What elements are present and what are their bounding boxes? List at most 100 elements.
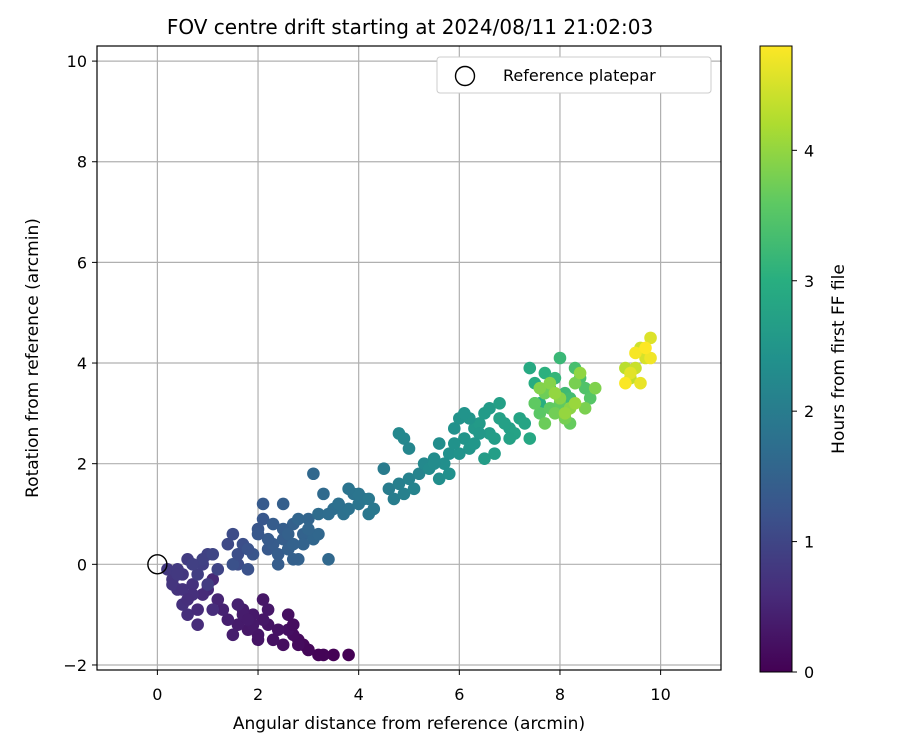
scatter-point <box>291 512 305 526</box>
scatter-point <box>327 648 340 662</box>
y-tick-label: 4 <box>77 354 87 373</box>
scatter-point <box>211 593 225 606</box>
scatter-point <box>332 497 345 511</box>
scatter-point <box>256 497 270 511</box>
scatter-point <box>362 492 376 506</box>
scatter-point <box>226 527 240 541</box>
scatter-point <box>281 527 295 541</box>
x-tick-label: 2 <box>253 685 263 704</box>
scatter-point <box>437 457 451 470</box>
scatter-point <box>241 613 255 626</box>
scatter-point <box>588 381 602 395</box>
scatter-point <box>276 497 290 511</box>
scatter-point <box>186 558 199 571</box>
scatter-point <box>382 482 396 496</box>
scatter-point <box>196 552 209 566</box>
scatter-point <box>402 472 416 486</box>
scatter-point <box>191 618 204 632</box>
scatter-point <box>478 452 491 465</box>
scatter-point <box>342 648 355 662</box>
scatter-point <box>291 638 305 652</box>
scatter-point <box>166 578 179 591</box>
x-tick-label: 8 <box>555 685 565 704</box>
scatter-point <box>231 598 245 611</box>
colorbar-label: Hours from first FF file <box>829 264 849 454</box>
x-tick-label: 6 <box>454 685 464 704</box>
scatter-point <box>468 437 481 450</box>
scatter-point <box>503 432 516 445</box>
scatter-point <box>488 447 501 460</box>
colorbar-tick-label: 1 <box>804 533 814 552</box>
scatter-point <box>261 603 275 616</box>
scatter-point <box>281 608 295 621</box>
scatter-point <box>624 366 637 380</box>
scatter-point <box>226 558 240 571</box>
scatter-point <box>342 482 355 496</box>
scatter-point <box>216 603 230 616</box>
y-tick-label: 8 <box>77 153 87 172</box>
scatter-point <box>543 376 557 390</box>
colorbar-tick-label: 3 <box>804 272 814 291</box>
scatter-point <box>644 331 657 345</box>
y-tick-label: 0 <box>77 555 87 574</box>
scatter-point <box>473 427 486 440</box>
scatter-point <box>447 437 461 450</box>
scatter-point <box>377 462 391 476</box>
colorbar-ticks: 0 1 2 3 4 <box>792 141 814 682</box>
scatter-point <box>473 417 486 430</box>
colorbar-tick-label: 0 <box>804 663 814 682</box>
scatter-point <box>523 432 537 445</box>
scatter-point <box>483 402 496 415</box>
scatter-point <box>397 487 411 501</box>
scatter-point <box>578 381 592 395</box>
scatter-point <box>312 648 325 662</box>
colorbar-tick-label: 2 <box>804 402 814 421</box>
scatter-point <box>548 386 562 400</box>
chart-title: FOV centre drift starting at 2024/08/11 … <box>167 15 653 39</box>
legend: Reference platepar <box>436 56 712 94</box>
scatter-point <box>533 407 547 420</box>
scatter-point <box>458 407 471 420</box>
scatter-point <box>297 537 310 551</box>
scatter-point <box>181 608 194 621</box>
scatter-point <box>639 341 652 355</box>
y-axis-label: Rotation from reference (arcmin) <box>23 218 43 498</box>
scatter-point <box>307 467 320 481</box>
scatter-point <box>196 588 209 601</box>
x-axis-ticks: 0 2 4 6 8 10 <box>152 670 671 704</box>
scatter-point <box>322 552 335 566</box>
y-tick-label: −2 <box>63 656 87 675</box>
plot-frame <box>96 45 722 671</box>
scatter-point <box>518 417 532 430</box>
scatter-point <box>171 568 184 581</box>
y-tick-label: 10 <box>67 52 87 71</box>
scatter-point <box>271 558 285 571</box>
scatter-point <box>312 527 325 541</box>
scatter-point <box>568 396 582 410</box>
scatter-point <box>201 578 215 591</box>
colorbar-tick-label: 4 <box>804 141 814 160</box>
scatter-point <box>312 507 325 521</box>
scatter-point <box>206 547 220 561</box>
scatter-point <box>261 532 275 546</box>
scatter-point <box>302 512 315 526</box>
scatter-point <box>176 583 189 596</box>
scatter-point <box>619 376 632 390</box>
scatter-point <box>432 437 446 450</box>
grid <box>97 46 721 670</box>
scatter-point <box>568 376 582 390</box>
scatter-point <box>161 563 174 576</box>
scatter-point <box>251 633 265 647</box>
scatter-point <box>276 638 290 652</box>
scatter-point <box>317 487 330 501</box>
scatter-point <box>286 552 300 566</box>
scatter-point <box>523 361 537 375</box>
scatter-point <box>206 603 220 616</box>
scatter-point <box>453 447 466 460</box>
reference-platepar-marker <box>147 554 168 575</box>
scatter-point <box>538 417 552 430</box>
scatter-point <box>402 442 416 455</box>
scatter-point <box>533 381 547 395</box>
scatter-point <box>583 391 597 405</box>
